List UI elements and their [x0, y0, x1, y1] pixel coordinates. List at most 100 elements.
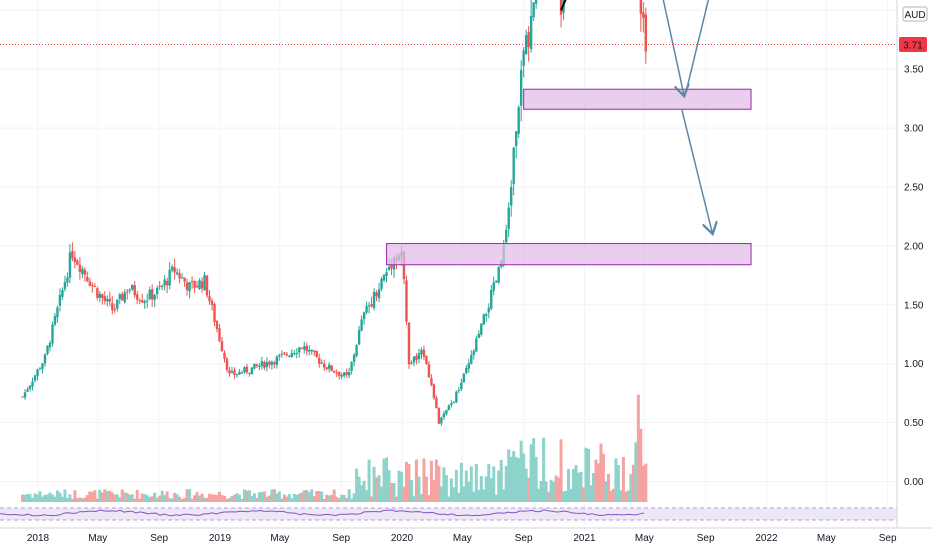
candle-body — [200, 281, 204, 289]
candle-body — [524, 35, 528, 54]
candle-body — [527, 31, 530, 48]
volume-bar — [494, 494, 498, 502]
candle-body — [477, 333, 480, 338]
volume-bar — [138, 498, 142, 502]
volume-bar — [292, 493, 296, 502]
x-tick-label: 2021 — [573, 533, 596, 544]
volume-bar — [270, 489, 274, 502]
candle-body — [385, 272, 388, 277]
volume-bar — [215, 494, 219, 502]
candle-body — [113, 309, 116, 311]
candle-body — [255, 364, 259, 366]
candle-body — [175, 272, 179, 275]
candle-body — [258, 365, 261, 367]
volume-bar — [392, 482, 396, 502]
volume-bar — [170, 498, 174, 502]
volume-bar — [130, 494, 134, 502]
volume-bar — [452, 487, 456, 502]
candle-body — [330, 365, 333, 371]
x-tick-label: May — [635, 533, 654, 544]
volume-bar — [594, 459, 598, 502]
volume-bar — [407, 464, 411, 502]
candle-body — [26, 389, 29, 392]
projection-arrow-3[interactable] — [681, 109, 713, 234]
volume-bar — [362, 480, 366, 502]
volume-bar — [50, 494, 54, 502]
volume-bar — [118, 497, 122, 502]
candle-body — [138, 300, 141, 302]
candle-body — [205, 275, 209, 296]
zone-rectangle-3[interactable] — [386, 243, 752, 266]
candle-body — [170, 266, 174, 271]
volume-bar — [230, 495, 234, 502]
volume-bar — [335, 496, 339, 502]
candle-body — [305, 345, 308, 352]
volume-bar — [208, 493, 212, 502]
candle-body — [260, 361, 264, 367]
projection-arrow-2[interactable] — [685, 0, 730, 90]
volume-bar — [65, 498, 69, 502]
candle-body — [365, 306, 368, 313]
volume-bar — [242, 489, 246, 502]
volume-bar — [23, 494, 27, 502]
candle-body — [315, 350, 318, 357]
volume-bar — [586, 448, 590, 502]
candle-body — [318, 357, 321, 364]
volume-bar — [606, 473, 610, 502]
volume-bar — [634, 442, 638, 502]
candle-body — [235, 374, 239, 376]
candle-body — [310, 349, 313, 352]
candle-body — [387, 266, 391, 271]
candle-body — [337, 371, 341, 376]
volume-bar — [125, 493, 129, 502]
candle-body — [534, 0, 538, 4]
projection-arrow-1[interactable] — [641, 0, 684, 96]
last-price-tag — [899, 36, 927, 52]
volume-bar — [429, 460, 433, 502]
volume-bar — [232, 494, 236, 502]
candle-body — [101, 294, 104, 298]
volume-bar — [377, 475, 381, 502]
candle-body — [430, 378, 433, 385]
volume-bar — [564, 490, 568, 502]
volume-bar — [385, 457, 389, 502]
volume-bar — [372, 466, 376, 502]
candle-body — [220, 341, 224, 352]
candle-body — [63, 281, 67, 290]
candle-body — [165, 281, 169, 286]
y-tick-label: 0.50 — [904, 418, 924, 429]
volume-bar — [522, 453, 526, 502]
zone-rectangle-2[interactable] — [523, 88, 752, 110]
volume-bar — [489, 478, 493, 502]
price-axis[interactable] — [897, 0, 932, 550]
candle-body — [407, 322, 411, 365]
volume-bar — [534, 456, 538, 502]
volume-bar — [390, 483, 394, 502]
y-tick-label: 1.50 — [904, 300, 924, 311]
x-tick-label: 2018 — [27, 533, 50, 544]
candle-body — [367, 305, 371, 307]
volume-bar — [345, 498, 349, 502]
volume-bar — [247, 490, 251, 502]
candle-body — [88, 281, 92, 286]
volume-bar — [255, 498, 259, 502]
volume-bar — [444, 475, 448, 502]
candle-body — [208, 296, 211, 302]
x-tick-label: 2022 — [755, 533, 778, 544]
candle-body — [43, 354, 47, 364]
volume-bar — [611, 488, 615, 502]
candle-body — [233, 370, 236, 375]
candle-body — [73, 257, 77, 263]
volume-bar — [317, 490, 321, 502]
candle-body — [482, 314, 485, 325]
volume-bar — [143, 494, 147, 502]
volume-bar — [58, 492, 62, 502]
volume-bar — [123, 492, 127, 502]
candle-body — [265, 362, 269, 368]
currency-badge[interactable] — [902, 6, 928, 22]
volume-bar — [621, 457, 625, 502]
volume-bar — [200, 493, 204, 502]
volume-bar — [45, 494, 49, 502]
